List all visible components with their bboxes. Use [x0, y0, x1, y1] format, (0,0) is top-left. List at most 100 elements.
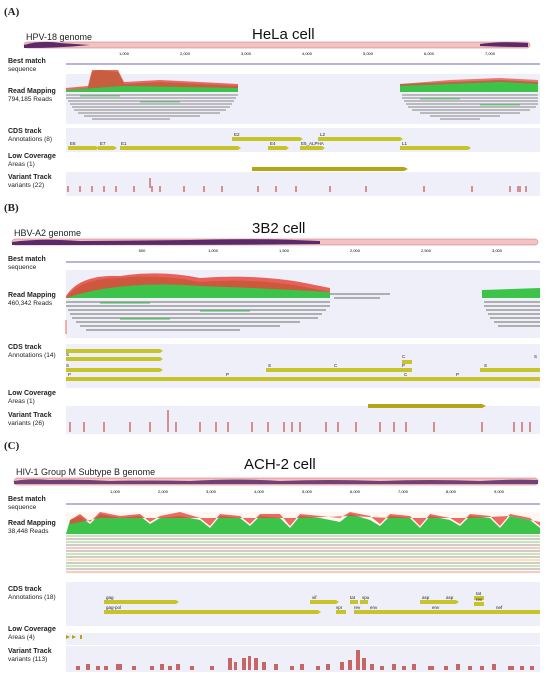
track-variant: Variant Track variants (113): [8, 648, 66, 664]
genome-name: HPV-18 genome: [26, 32, 93, 42]
tick-label: 1,000: [119, 51, 130, 56]
cds-label: E7: [100, 141, 106, 146]
tick-label: 1,000: [110, 489, 121, 494]
genome-overview: 500 1,000 1,500 2,000 2,500 3,000: [11, 238, 540, 434]
tick-label: 5,000: [302, 489, 313, 494]
cds-label: C: [404, 372, 408, 377]
track-title: Variant Track: [8, 648, 52, 655]
axis-ticks: 1,000 2,000 3,000 4,000 5,000 6,000 7,00…: [110, 489, 505, 494]
panel-label: (A): [4, 6, 20, 18]
track-read-mapping: Read Mapping 460,342 Reads: [8, 292, 66, 308]
tick-label: 6,000: [424, 51, 435, 56]
track-cds: CDS track Annotations (18): [8, 586, 66, 602]
track-variant: Variant Track variants (26): [8, 412, 66, 428]
track-read-mapping: Read Mapping 794,185 Reads: [8, 88, 66, 104]
cds-label: vif: [312, 595, 317, 600]
track-title: Variant Track: [8, 412, 52, 419]
tick-label: 9,000: [494, 489, 505, 494]
cds-label: rev: [354, 605, 361, 610]
cds-features: [68, 137, 471, 150]
cds-features: [66, 349, 540, 381]
cds-label: S: [66, 363, 69, 368]
track-cds: CDS track Annotations (14): [8, 344, 66, 360]
track-sub: variants (113): [8, 656, 48, 663]
cell-title: 3B2 cell: [252, 220, 306, 237]
track-low-coverage: Low Coverage Areas (1): [8, 390, 66, 406]
tick-label: 7,000: [398, 489, 409, 494]
track-sub: Annotations (8): [8, 136, 53, 143]
track-best-match: Best match sequence: [8, 256, 66, 272]
tick-label: 500: [139, 248, 146, 253]
cds-label: P: [402, 363, 405, 368]
cds-label: nef: [496, 605, 503, 610]
track-sub: sequence: [8, 504, 37, 511]
genome-overview: 1,000 2,000 3,000 4,000 5,000 6,000 7,00…: [23, 41, 540, 196]
track-title: Low Coverage: [8, 390, 56, 397]
track-title: CDS track: [8, 344, 42, 351]
genome-name: HIV-1 Group M Subtype B genome: [16, 467, 156, 477]
panel-a: (A) HeLa cell HPV-18 genome 1,000 2,000 …: [0, 0, 550, 200]
track-sub: Areas (1): [8, 398, 35, 405]
track-sub: 38,448 Reads: [8, 528, 49, 535]
cds-label: S: [534, 354, 537, 359]
cds-label: L2: [320, 132, 326, 137]
tick-label: 3,000: [206, 489, 217, 494]
cds-label: tat: [350, 595, 356, 600]
track-sub: variants (22): [8, 182, 45, 189]
track-sub: sequence: [8, 66, 37, 73]
track-title: CDS track: [8, 586, 42, 593]
cds-label: E5_ALPHA: [301, 141, 324, 146]
track-best-match: Best match sequence: [8, 58, 66, 74]
track-title: Variant Track: [8, 174, 52, 181]
cds-label: P: [226, 372, 229, 377]
tick-label: 1,000: [208, 248, 219, 253]
track-cds: CDS track Annotations (8): [8, 128, 66, 144]
cds-label: gag: [106, 595, 114, 600]
tick-label: 1,500: [279, 248, 290, 253]
cds-label: E2: [234, 132, 240, 137]
cds-label: asp: [422, 595, 430, 600]
tick-label: 8,000: [446, 489, 457, 494]
variant-marks: [76, 650, 534, 670]
tick-label: 3,000: [492, 248, 503, 253]
track-sub: 794,185 Reads: [8, 96, 53, 103]
tick-label: 2,500: [421, 248, 432, 253]
tick-label: 7,000: [485, 51, 496, 56]
cds-label: E1: [121, 141, 127, 146]
panel-c: (C) ACH-2 cell HIV-1 Group M Subtype B g…: [0, 436, 550, 673]
low-coverage-area: [368, 404, 486, 408]
cds-label: env: [370, 605, 378, 610]
cds-label: P: [456, 372, 459, 377]
track-sub: variants (26): [8, 420, 45, 427]
axis-ticks: 500 1,000 1,500 2,000 2,500 3,000: [139, 248, 503, 253]
low-coverage-area: [252, 167, 408, 171]
track-title: Read Mapping: [8, 88, 56, 95]
track-title: Low Coverage: [8, 153, 56, 160]
track-title: Best match: [8, 496, 46, 503]
panel-label: (C): [4, 440, 20, 452]
track-sub: Areas (1): [8, 161, 35, 168]
track-title: Best match: [8, 256, 46, 263]
tick-label: 2,000: [180, 51, 191, 56]
variant-marks: [69, 410, 531, 432]
track-best-match: Best match sequence: [8, 496, 66, 512]
tick-label: 3,000: [241, 51, 252, 56]
cds-label: tat: [476, 591, 482, 596]
track-title: Low Coverage: [8, 626, 56, 633]
cds-label: P: [68, 372, 71, 377]
cds-label: S: [484, 363, 487, 368]
track-sub: Annotations (18): [8, 594, 56, 601]
track-read-mapping: Read Mapping 38,448 Reads: [8, 520, 66, 536]
track-low-coverage: Low Coverage Areas (4): [8, 626, 66, 642]
cds-label: rev: [476, 597, 483, 602]
track-sub: Areas (4): [8, 634, 35, 641]
tick-label: 6,000: [350, 489, 361, 494]
track-title: Best match: [8, 58, 46, 65]
tick-label: 5,000: [363, 51, 374, 56]
cds-label: gag-pol: [106, 605, 121, 610]
cell-title: ACH-2 cell: [244, 456, 316, 473]
panel-label: (B): [4, 202, 19, 214]
genome-name: HBV-A2 genome: [14, 228, 82, 238]
cds-label: S: [268, 363, 271, 368]
cds-label: vpu: [362, 595, 370, 600]
